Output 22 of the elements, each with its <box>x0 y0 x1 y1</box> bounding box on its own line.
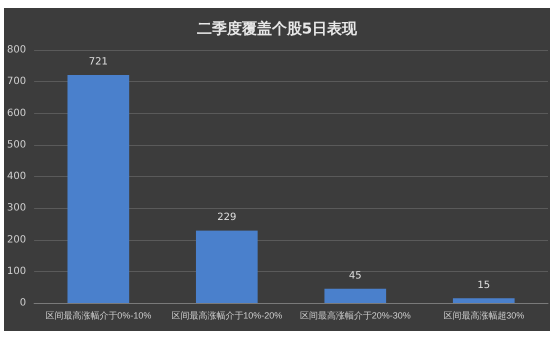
bar <box>196 230 258 303</box>
x-tick-label: 区间最高涨幅介于10%-20% <box>171 310 282 320</box>
y-tick-label: 200 <box>6 234 26 246</box>
bar <box>324 288 386 303</box>
y-tick-label: 100 <box>6 266 26 277</box>
y-tick-label: 700 <box>6 76 26 88</box>
x-tick-label: 区间最高涨幅超30% <box>443 310 524 320</box>
y-tick-label: 300 <box>6 202 26 214</box>
x-tick-label: 区间最高涨幅介于0%-10% <box>45 310 152 320</box>
y-tick-label: 800 <box>6 44 26 56</box>
data-label: 45 <box>348 270 362 282</box>
y-tick-label: 600 <box>6 108 26 119</box>
bar <box>67 74 130 303</box>
bar <box>452 298 515 303</box>
data-label: 15 <box>477 280 490 291</box>
y-tick-label: 0 <box>20 298 26 308</box>
y-tick-label: 500 <box>6 139 26 150</box>
y-tick-label: 400 <box>6 171 26 182</box>
data-label: 229 <box>217 212 236 224</box>
data-label: 721 <box>88 56 108 68</box>
chart-title: 二季度覆盖个股5日表现 <box>196 20 358 38</box>
x-tick-label: 区间最高涨幅介于20%-30% <box>300 310 411 320</box>
